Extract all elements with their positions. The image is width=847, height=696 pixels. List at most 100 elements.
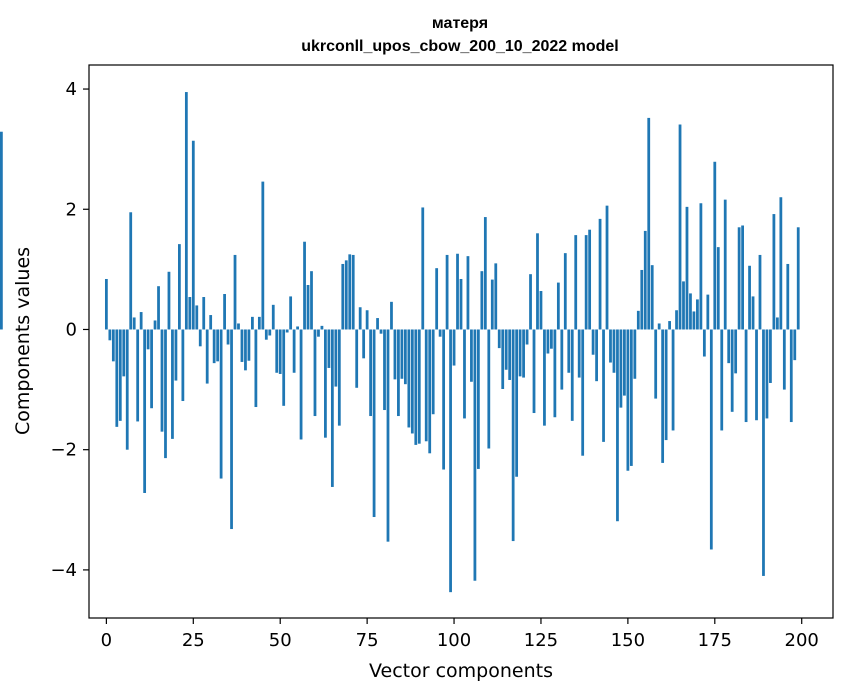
bar	[643, 230, 647, 330]
bar	[146, 329, 150, 350]
bar	[536, 233, 539, 330]
bar	[623, 329, 626, 396]
y-axis-ticks: −4 −2 0 2 4	[50, 79, 89, 581]
bar	[150, 329, 153, 409]
bar	[494, 263, 498, 330]
bar	[292, 329, 296, 373]
x-tick-label: 175	[698, 630, 732, 651]
bar	[306, 285, 310, 330]
bar	[139, 312, 143, 330]
x-tick-label: 0	[101, 630, 112, 651]
bar	[421, 207, 425, 330]
bar	[125, 329, 129, 450]
bar	[671, 329, 675, 431]
bar	[664, 329, 668, 441]
bar	[237, 323, 240, 330]
x-tick-label: 75	[356, 630, 379, 651]
bar	[358, 307, 362, 330]
bar	[337, 329, 341, 426]
x-tick-label: 200	[785, 630, 819, 651]
x-tick-label: 50	[269, 630, 292, 651]
bar	[702, 329, 706, 357]
bar	[171, 329, 174, 439]
bar	[334, 329, 338, 387]
bar	[476, 329, 480, 469]
bar	[647, 117, 651, 330]
bar	[782, 329, 786, 390]
bar	[775, 317, 779, 330]
bar	[365, 310, 369, 330]
bar	[678, 124, 682, 330]
bar	[261, 181, 265, 330]
bar	[414, 329, 418, 445]
bar	[417, 329, 421, 444]
y-tick-label: 2	[66, 199, 77, 220]
bar	[157, 286, 160, 330]
bar	[230, 329, 233, 530]
bar	[233, 254, 237, 330]
bar	[209, 315, 213, 330]
bar	[682, 281, 685, 330]
bar	[595, 329, 598, 382]
bar	[706, 294, 710, 330]
bar	[268, 329, 272, 336]
bar	[723, 199, 727, 330]
bar	[198, 329, 202, 347]
bar	[271, 304, 275, 330]
bar	[320, 325, 324, 330]
bar	[355, 329, 359, 388]
bar	[550, 329, 553, 349]
bar	[174, 329, 178, 381]
bar	[205, 329, 209, 384]
bar	[480, 271, 484, 330]
bar	[438, 329, 442, 337]
bar	[344, 260, 348, 330]
bar	[584, 235, 588, 330]
y-axis-label: Components values	[12, 247, 34, 435]
bar	[463, 329, 466, 419]
bar	[518, 329, 522, 377]
bar	[108, 329, 112, 341]
bar	[779, 197, 783, 330]
bar	[442, 329, 446, 470]
bar	[310, 271, 313, 330]
bar	[164, 329, 167, 459]
bar	[689, 293, 692, 330]
bar	[0, 131, 3, 330]
bar	[633, 329, 637, 379]
bar	[619, 329, 623, 408]
bar	[299, 329, 303, 440]
bar	[386, 329, 390, 542]
y-tick-label: 4	[66, 79, 77, 100]
bar	[219, 329, 223, 479]
bar	[118, 329, 122, 421]
bar	[522, 329, 525, 378]
bar	[153, 320, 157, 330]
bar	[727, 329, 731, 364]
bars-group	[0, 92, 800, 593]
bar	[397, 329, 400, 417]
bar	[376, 318, 379, 330]
bar	[629, 329, 633, 466]
bar	[713, 161, 717, 330]
bar	[264, 329, 268, 340]
bar	[111, 329, 115, 362]
bar	[716, 247, 720, 330]
chart-title-line2: ukrconll_upos_cbow_200_10_2022 model	[301, 38, 618, 55]
bar	[796, 227, 800, 330]
x-axis-ticks: 0 25 50 75 100 125 150 175 200	[101, 618, 819, 651]
y-tick-label: −2	[50, 440, 77, 461]
bar	[640, 269, 644, 330]
bar	[470, 329, 473, 382]
bar	[104, 278, 108, 330]
x-tick-label: 125	[524, 630, 558, 651]
bar	[657, 323, 661, 330]
bar	[431, 329, 435, 415]
bar	[275, 329, 279, 373]
bar	[588, 229, 592, 330]
bar	[341, 263, 345, 330]
bar	[351, 254, 355, 330]
bar	[654, 329, 658, 399]
bar	[762, 329, 765, 576]
